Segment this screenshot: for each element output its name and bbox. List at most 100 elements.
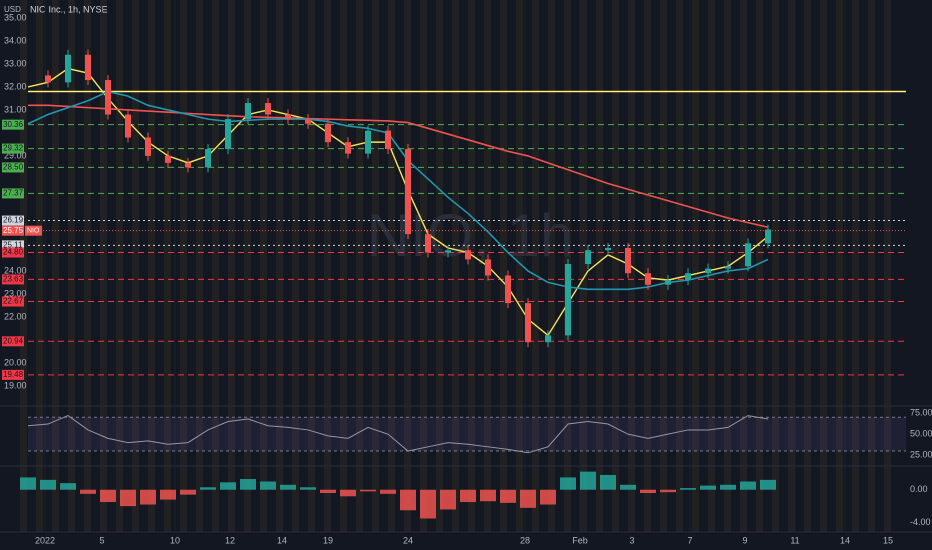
session-band — [276, 0, 283, 532]
session-band — [132, 0, 139, 532]
macd-bar — [60, 483, 76, 490]
y-tick-label: 35.00 — [4, 12, 27, 22]
macd-bar — [180, 489, 196, 495]
macd-bar — [580, 471, 596, 490]
macd-bar — [100, 489, 116, 503]
candle — [665, 280, 671, 285]
level-label: 20.94 — [3, 336, 24, 345]
candle — [765, 229, 771, 244]
macd-bar — [500, 489, 516, 503]
x-tick-label: 14 — [277, 535, 287, 545]
level-tag — [2, 119, 24, 130]
session-band — [84, 0, 91, 532]
x-tick-label: 3 — [629, 535, 634, 545]
level-label: 26.19 — [3, 216, 24, 225]
macd-bar — [540, 489, 556, 505]
session-band — [196, 0, 203, 532]
session-band — [868, 0, 875, 532]
macd-bar — [660, 489, 676, 493]
macd-bar — [200, 487, 216, 490]
session-band — [340, 0, 347, 532]
y-tick-label: 34.00 — [4, 35, 27, 45]
session-band — [36, 0, 43, 532]
x-tick-label: 11 — [790, 535, 799, 545]
macd-bar — [400, 489, 416, 511]
level-label: 19.48 — [3, 370, 24, 379]
session-band — [100, 0, 107, 532]
session-band — [820, 0, 827, 532]
session-band — [852, 0, 859, 532]
macd-bar — [460, 489, 476, 503]
candle — [625, 247, 631, 274]
session-band — [548, 0, 555, 532]
session-band — [516, 0, 523, 532]
macd-bar — [720, 484, 736, 490]
macd-bar — [680, 488, 696, 490]
candle — [245, 103, 251, 120]
level-tag — [2, 143, 24, 154]
session-band — [500, 0, 507, 532]
y-tick-label: 31.00 — [4, 104, 27, 114]
rsi-tick-label: 50.00 — [910, 429, 932, 439]
macd-bar — [620, 484, 636, 490]
session-band — [532, 0, 539, 532]
symbol-tag — [25, 225, 42, 236]
session-band — [788, 0, 795, 532]
candle — [645, 273, 651, 285]
session-band — [148, 0, 155, 532]
session-band — [612, 0, 619, 532]
candle — [345, 142, 351, 154]
candle — [505, 275, 511, 304]
session-band — [52, 0, 59, 532]
candle — [185, 162, 191, 168]
session-band — [452, 0, 459, 532]
session-band — [292, 0, 299, 532]
macd-bar — [120, 489, 136, 507]
session-band — [164, 0, 171, 532]
y-tick-label: 33.00 — [4, 58, 27, 68]
session-band — [804, 0, 811, 532]
session-band — [644, 0, 651, 532]
macd-bar — [80, 489, 96, 494]
candle — [685, 273, 691, 281]
session-band — [228, 0, 235, 532]
macd-bar — [380, 489, 396, 494]
macd-bar — [700, 485, 716, 490]
session-band — [596, 0, 603, 532]
session-band — [68, 0, 75, 532]
y-tick-label: 20.00 — [4, 357, 27, 367]
candle — [705, 268, 711, 274]
macd-bar — [360, 489, 376, 492]
level-tag — [2, 188, 24, 199]
candle — [105, 80, 111, 115]
y-tick-label: 22.00 — [4, 311, 27, 321]
candle — [165, 155, 171, 163]
session-band — [372, 0, 379, 532]
y-tick-label: 19.00 — [4, 380, 27, 390]
x-tick-label: 7 — [687, 535, 692, 545]
session-band — [756, 0, 763, 532]
session-band — [308, 0, 315, 532]
price-tag-label: 25.75 — [3, 226, 24, 235]
candle — [405, 149, 411, 235]
macd-bar — [560, 477, 576, 490]
macd-bar — [260, 481, 276, 490]
candle — [285, 114, 291, 120]
macd-bar — [640, 489, 656, 494]
candle — [745, 243, 751, 267]
session-band — [772, 0, 779, 532]
level-tag — [2, 336, 24, 347]
rsi-line — [27, 415, 769, 454]
session-band — [660, 0, 667, 532]
y-tick-label: 24.00 — [4, 265, 27, 275]
moving-average — [27, 67, 769, 337]
candle — [565, 264, 571, 336]
candle — [265, 103, 271, 115]
price-tag — [2, 225, 24, 236]
candle — [465, 250, 471, 260]
candle — [525, 303, 531, 343]
x-tick-label: 28 — [520, 535, 530, 545]
moving-average — [28, 104, 769, 229]
y-tick-label: 23.00 — [4, 288, 27, 298]
session-band — [740, 0, 747, 532]
